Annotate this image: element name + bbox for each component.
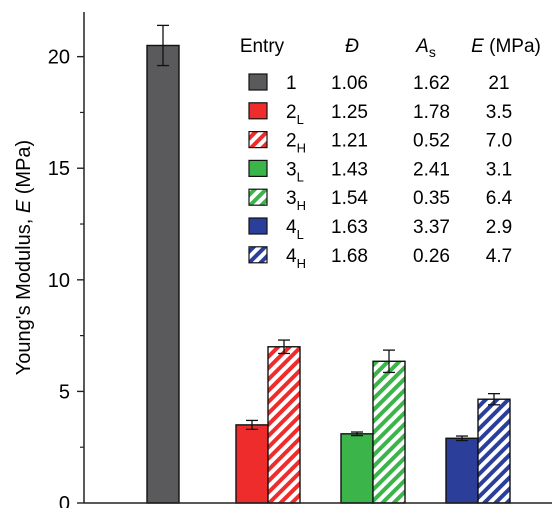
legend-swatch xyxy=(248,188,268,206)
bar-2-l xyxy=(235,424,269,504)
error-bar-2-h xyxy=(278,339,290,355)
bars-layer xyxy=(146,24,511,504)
legend-dispersity-value: 1.25 xyxy=(331,102,368,123)
legend-dispersity-value: 1.63 xyxy=(331,217,368,238)
error-bar-4-l xyxy=(456,435,468,442)
error-bar-4-h xyxy=(488,392,500,406)
legend-modulus-value: 6.4 xyxy=(486,188,513,209)
bar-2-h xyxy=(267,346,301,504)
error-bar-3-l xyxy=(351,431,363,437)
bar-3-h xyxy=(372,360,406,504)
legend-as-value: 0.52 xyxy=(413,131,450,152)
legend-as-value: 1.62 xyxy=(413,73,450,94)
legend-dispersity-value: 1.43 xyxy=(331,159,368,180)
error-bar-3-h xyxy=(383,349,395,374)
legend-swatch xyxy=(248,73,268,91)
legend-modulus-value: 2.9 xyxy=(486,217,512,238)
error-bar-2-l xyxy=(246,419,258,431)
bar-4-h xyxy=(477,398,511,504)
legend-swatch xyxy=(248,159,268,177)
legend-row: 4H 1.68 0.26 4.7 xyxy=(248,246,512,271)
y-tick-label: 15 xyxy=(48,158,70,180)
y-tick-label: 5 xyxy=(59,381,70,403)
legend-entry-label: 4H xyxy=(286,246,306,271)
legend-dispersity-value: 1.68 xyxy=(331,246,368,267)
bar-4-l xyxy=(445,437,479,504)
legend-as-value: 1.78 xyxy=(413,102,450,123)
legend-row: 3L 1.43 2.41 3.1 xyxy=(248,159,512,184)
legend-dispersity-value: 1.54 xyxy=(331,188,368,209)
legend-dispersity-value: 1.21 xyxy=(331,131,368,152)
legend-dispersity-value: 1.06 xyxy=(331,73,368,94)
legend-modulus-value: 7.0 xyxy=(486,131,512,152)
bar-1 xyxy=(146,44,180,504)
legend-as-value: 2.41 xyxy=(413,159,450,180)
legend-swatch xyxy=(248,246,268,264)
legend-entry-label: 4L xyxy=(286,217,304,242)
legend-row: 2L 1.25 1.78 3.5 xyxy=(248,102,512,127)
legend-as-value: 0.35 xyxy=(413,188,450,209)
legend-modulus-value: 21 xyxy=(488,73,509,94)
bar-3-l xyxy=(340,433,374,504)
legend-entry-label: 2H xyxy=(286,131,306,156)
y-axis-label: Young's Modulus, E (MPa) xyxy=(13,140,35,375)
legend-entry-label: 3L xyxy=(286,159,304,184)
legend-swatch xyxy=(248,102,268,120)
legend-header-as: As xyxy=(415,36,436,60)
legend-header-entry: Entry xyxy=(240,36,285,57)
legend-row: 2H 1.21 0.52 7.0 xyxy=(248,131,512,156)
error-bar-1 xyxy=(157,24,169,67)
legend-swatch xyxy=(248,217,268,235)
axis-layer: 0 5 10 15 20 Young's Modulus, E (MPa) xyxy=(13,12,552,513)
legend-row: 4L 1.63 3.37 2.9 xyxy=(248,217,512,242)
legend-swatch xyxy=(248,131,268,149)
legend-modulus-value: 4.7 xyxy=(486,246,512,267)
y-tick-label: 10 xyxy=(48,270,70,292)
y-tick-label: 0 xyxy=(59,493,70,508)
legend-row: 3H 1.54 0.35 6.4 xyxy=(248,188,513,213)
legend-entry-label: 2L xyxy=(286,102,304,127)
legend-as-value: 0.26 xyxy=(413,246,450,267)
legend-header-e: E (MPa) xyxy=(471,36,541,57)
legend-entry-label: 3H xyxy=(286,188,306,213)
legend-modulus-value: 3.1 xyxy=(486,159,512,180)
legend-header-dispersity: Đ xyxy=(345,36,359,57)
legend-entry-label: 1 xyxy=(286,73,297,94)
legend-row: 1 1.06 1.62 21 xyxy=(248,73,510,94)
y-tick-label: 20 xyxy=(48,47,70,69)
legend-as-value: 3.37 xyxy=(413,217,450,238)
legend-modulus-value: 3.5 xyxy=(486,102,512,123)
